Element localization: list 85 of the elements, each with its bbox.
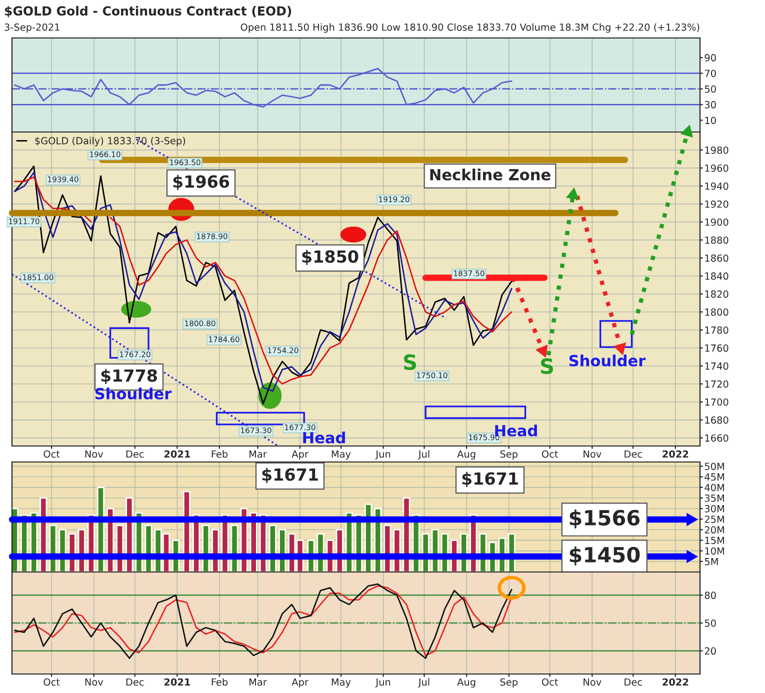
annotation: Shoulder — [95, 388, 172, 400]
x-tick-label: Oct — [542, 678, 558, 686]
y-tick-label: 90 — [704, 54, 716, 62]
y-tick-label: 70 — [704, 70, 716, 78]
y-tick-label: 50 — [704, 619, 716, 627]
y-tick-label: 35M — [704, 494, 724, 502]
y-tick-label: 1980 — [705, 146, 728, 154]
x-tick-label: Dec — [126, 678, 144, 686]
annotation: Head — [495, 424, 537, 436]
annotation: S — [404, 354, 416, 370]
x-tick-label: Nov — [85, 450, 104, 458]
y-tick-label: 1920 — [705, 200, 728, 208]
y-tick-label: 1960 — [705, 164, 728, 172]
chart-subtitle: 3-Sep-2021 — [4, 23, 60, 33]
y-tick-label: 1900 — [705, 218, 728, 226]
annotation: Neckline Zone — [430, 168, 550, 180]
x-tick-label: Mar — [249, 450, 267, 458]
x-tick-label: Sep — [500, 678, 518, 688]
annotation: $1566 — [570, 509, 640, 528]
y-tick-label: 5M — [704, 558, 718, 566]
y-tick-label: 15M — [705, 536, 724, 544]
x-tick-label: 2022 — [662, 678, 688, 686]
x-tick-label: Nov — [584, 678, 602, 686]
y-tick-label: 1780 — [705, 326, 728, 334]
y-tick-label: 1800 — [705, 308, 728, 316]
chart-title: $GOLD Gold - Continuous Contract (EOD) — [4, 6, 292, 18]
annotation: $1850 — [302, 250, 358, 266]
x-tick-label: 2021 — [164, 678, 190, 686]
annotation: Shoulder — [569, 354, 646, 366]
x-tick-label: Dec — [126, 450, 144, 458]
x-tick-label: Dec — [624, 450, 642, 458]
x-tick-label: 2022 — [662, 450, 688, 458]
x-tick-label: Feb — [212, 678, 228, 686]
y-tick-label: 10M — [705, 547, 724, 555]
y-tick-label: 50M — [704, 462, 724, 470]
y-tick-label: 80 — [704, 592, 716, 600]
y-tick-label: 10 — [705, 116, 716, 124]
y-tick-label: 1820 — [705, 290, 728, 298]
y-tick-label: 45M — [704, 473, 724, 481]
x-tick-label: Nov — [85, 678, 104, 686]
y-tick-label: 20 — [704, 647, 716, 655]
annotation: S — [540, 358, 553, 374]
x-tick-label: Jul — [418, 450, 430, 460]
y-tick-label: 1740 — [705, 362, 728, 370]
y-tick-label: 25M — [704, 516, 724, 523]
y-tick-label: 20M — [704, 526, 724, 534]
y-tick-label: 1860 — [705, 254, 728, 262]
annotation: Head — [303, 432, 345, 444]
x-tick-label: May — [332, 678, 351, 688]
x-tick-label: Jul — [418, 678, 430, 688]
y-tick-label: 1760 — [705, 344, 728, 352]
legend-label: $GOLD (Daily) 1833.70 (3-Sep) — [35, 136, 186, 146]
annotation: $1778 — [101, 368, 157, 384]
annotation: $1671 — [262, 468, 318, 484]
y-tick-label: 1880 — [705, 236, 728, 244]
y-tick-label: 50 — [704, 85, 716, 93]
x-tick-label: Aug — [457, 450, 476, 460]
y-tick-label: 1680 — [705, 416, 728, 424]
x-tick-label: Jun — [375, 450, 390, 460]
x-tick-label: Nov — [584, 450, 602, 458]
y-tick-label: 30M — [704, 505, 724, 512]
y-tick-label: 1720 — [705, 380, 728, 388]
x-tick-label: Mar — [249, 678, 267, 686]
x-tick-label: Dec — [624, 678, 642, 686]
x-tick-label: Aug — [457, 678, 476, 688]
x-tick-label: Apr — [292, 450, 308, 460]
y-tick-label: 30 — [704, 101, 716, 108]
y-tick-label: 1940 — [705, 182, 728, 190]
annotation: $1966 — [173, 174, 230, 190]
text: Open 1811.50 High 1836.90 Low 1810.90 Close 1833.70 Volume 18.3M Chg +22.20 (+1.23%) — [240, 23, 700, 33]
x-tick-label: Oct — [44, 678, 60, 686]
x-tick-label: Oct — [44, 450, 60, 458]
x-tick-label: Feb — [212, 450, 228, 458]
x-tick-label: Jun — [375, 678, 390, 688]
y-tick-label: 40M — [704, 484, 724, 492]
x-tick-label: Sep — [500, 450, 518, 460]
x-tick-label: May — [332, 450, 351, 460]
y-tick-label: 1840 — [705, 272, 728, 280]
annotation: $1671 — [462, 472, 518, 488]
annotation: $1450 — [570, 546, 640, 566]
x-tick-label: Oct — [542, 450, 558, 458]
x-tick-label: 2021 — [164, 450, 190, 458]
y-tick-label: 1660 — [705, 434, 728, 442]
x-tick-label: Apr — [292, 678, 308, 688]
y-tick-label: 1700 — [705, 398, 728, 406]
